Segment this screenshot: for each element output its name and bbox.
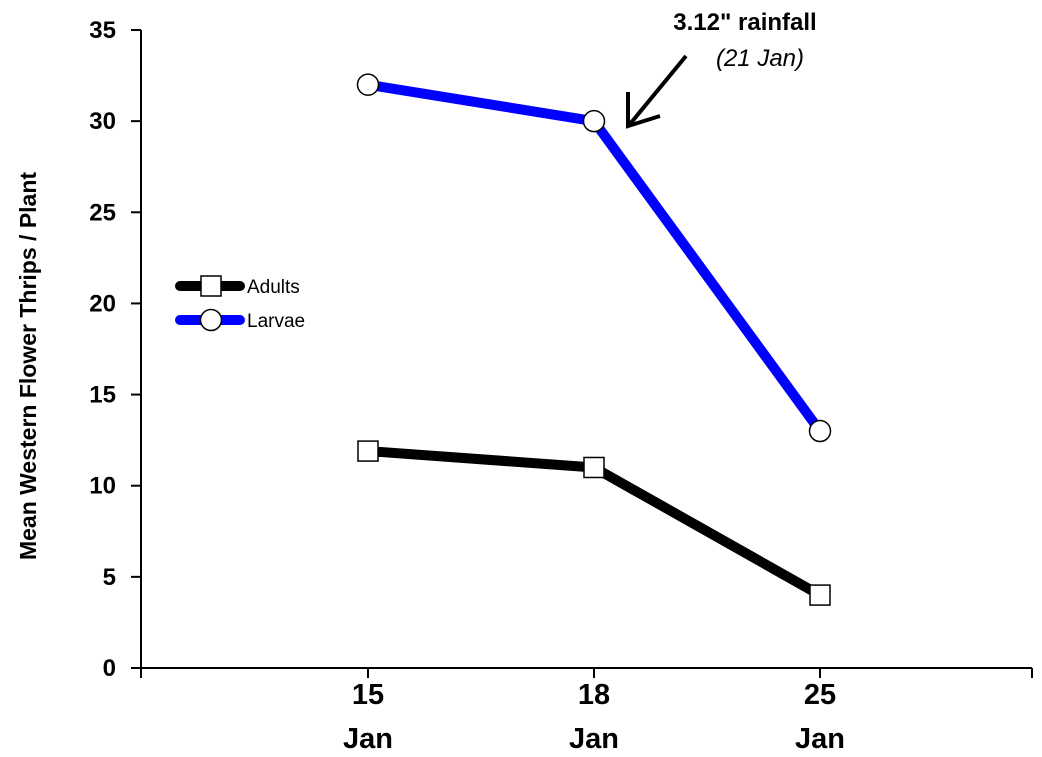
data-point-adults <box>357 440 379 462</box>
data-point-larvae <box>356 73 380 96</box>
x-tick-label-day: 15 <box>352 679 384 711</box>
data-point-adults <box>809 584 831 606</box>
series-lines <box>363 79 825 601</box>
x-ticks: 15 Jan 18 Jan 25 Jan <box>140 668 1033 755</box>
y-tick-label: 35 <box>89 17 116 44</box>
data-point-larvae <box>582 109 606 133</box>
y-tick-label: 15 <box>89 382 116 409</box>
annotation-arrow-head <box>626 92 661 129</box>
series-line-larvae <box>363 79 825 437</box>
y-ticks: 0 5 10 15 20 25 30 35 <box>89 17 141 682</box>
annotation-arrow-shaft <box>628 54 688 126</box>
annotation-subtext: (21 Jan) <box>716 45 804 72</box>
legend-marker-square <box>200 275 222 297</box>
series-markers <box>356 73 832 606</box>
x-tick-label-day: 18 <box>578 679 610 711</box>
y-tick-label: 10 <box>89 473 116 500</box>
y-tick-label: 20 <box>89 290 116 317</box>
x-tick-label-month: Jan <box>795 723 845 755</box>
y-tick-label: 25 <box>89 199 116 226</box>
annotation-text: 3.12" rainfall <box>673 9 816 36</box>
legend: Adults Larvae <box>175 275 305 332</box>
y-tick-label: 5 <box>103 564 116 591</box>
data-point-adults <box>583 456 605 479</box>
y-tick-label: 0 <box>103 655 116 682</box>
x-tick-label-month: Jan <box>343 723 393 755</box>
y-axis-label: Mean Western Flower Thrips / Plant <box>15 172 41 560</box>
rainfall-annotation: 3.12" rainfall (21 Jan) <box>626 9 817 129</box>
legend-label-larvae: Larvae <box>247 311 305 332</box>
axes <box>140 30 1032 669</box>
legend-marker-circle <box>199 308 223 332</box>
x-tick-label-day: 25 <box>804 679 836 711</box>
x-tick-label-month: Jan <box>569 723 619 755</box>
y-tick-label: 30 <box>89 108 116 135</box>
data-point-larvae <box>808 419 832 443</box>
legend-label-adults: Adults <box>247 277 300 298</box>
